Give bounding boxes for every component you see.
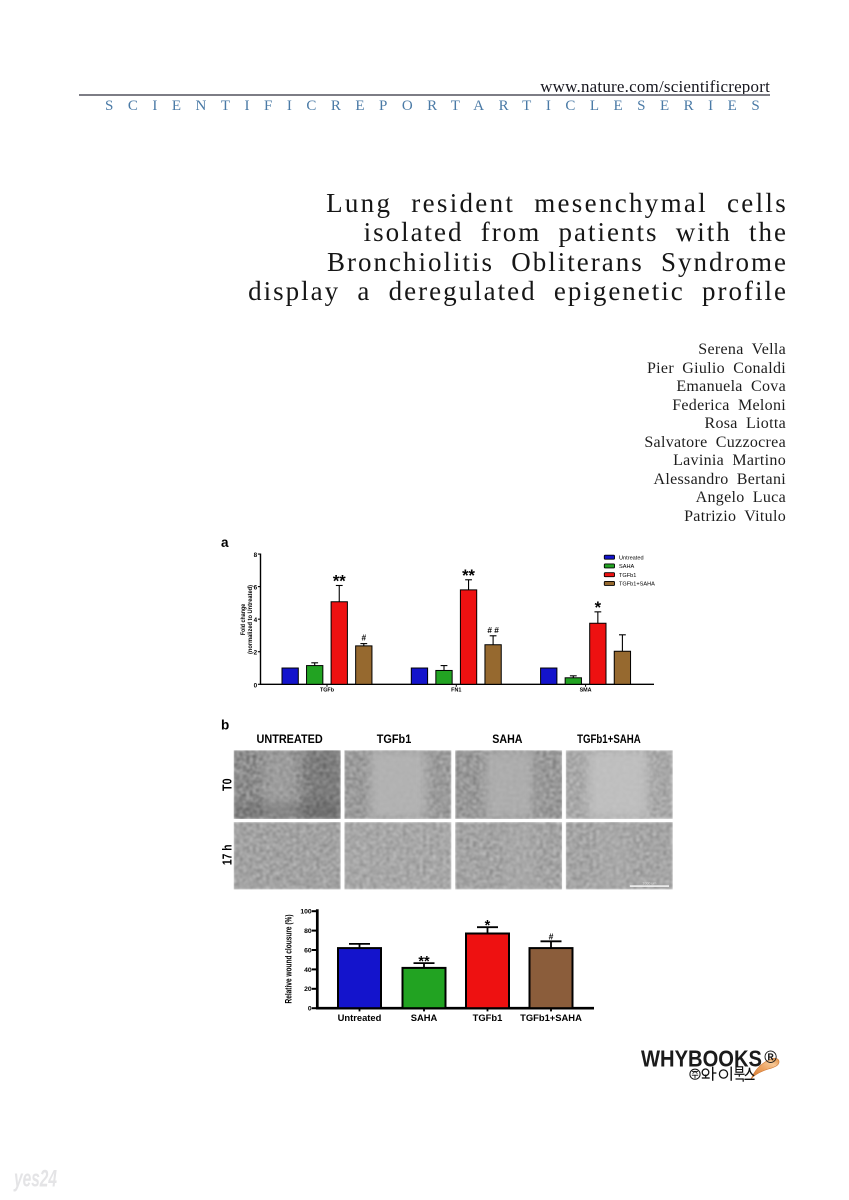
svg-text:Fold change: Fold change — [240, 603, 247, 635]
svg-text:**: ** — [418, 954, 430, 970]
svg-text:1000 um: 1000 um — [642, 882, 656, 886]
svg-text:TGFb1: TGFb1 — [619, 573, 636, 579]
svg-text:Untreated: Untreated — [619, 555, 644, 561]
svg-text:2: 2 — [254, 650, 258, 657]
svg-text:SMA: SMA — [580, 688, 592, 694]
svg-text:®: ® — [764, 1047, 777, 1067]
svg-text:*: * — [485, 918, 491, 934]
svg-text:0: 0 — [254, 682, 258, 689]
svg-text:17 h: 17 h — [220, 844, 235, 865]
svg-text:20: 20 — [304, 986, 312, 993]
svg-text:b: b — [221, 718, 229, 733]
svg-text:40: 40 — [304, 967, 312, 974]
svg-text:a: a — [221, 535, 229, 550]
svg-text:60: 60 — [304, 947, 312, 954]
svg-text:TGFb1+SAHA: TGFb1+SAHA — [577, 732, 641, 746]
svg-text:yes24: yes24 — [13, 1166, 57, 1193]
svg-text:100: 100 — [300, 909, 312, 916]
svg-text:TGFb1: TGFb1 — [473, 1012, 503, 1023]
svg-text:Relative wound clousure (%): Relative wound clousure (%) — [283, 915, 294, 1004]
svg-text:*: * — [595, 599, 602, 617]
svg-text:#: # — [549, 932, 554, 942]
svg-text:SAHA: SAHA — [492, 732, 522, 746]
svg-text:6: 6 — [254, 585, 258, 592]
svg-text:(normalized to Untreated): (normalized to Untreated) — [247, 585, 254, 654]
svg-text:**: ** — [462, 567, 475, 585]
svg-text:WHYBOOKS: WHYBOOKS — [641, 1046, 762, 1072]
svg-text:TGFb: TGFb — [320, 688, 335, 694]
svg-text:Untreated: Untreated — [338, 1012, 382, 1023]
svg-text:# #: # # — [487, 625, 499, 635]
svg-text:SAHA: SAHA — [619, 564, 635, 570]
svg-text:#: # — [361, 633, 366, 643]
svg-text:T0: T0 — [220, 778, 235, 791]
svg-text:TGFb1+SAHA: TGFb1+SAHA — [520, 1012, 582, 1023]
svg-text:FN1: FN1 — [451, 688, 461, 694]
svg-text:UNTREATED: UNTREATED — [257, 732, 324, 746]
svg-text:8: 8 — [254, 552, 258, 559]
svg-text:SAHA: SAHA — [411, 1012, 438, 1023]
svg-text:**: ** — [333, 572, 346, 590]
svg-text:0: 0 — [308, 1006, 312, 1013]
svg-text:TGFb1: TGFb1 — [377, 732, 412, 746]
svg-text:80: 80 — [304, 928, 312, 935]
svg-text:4: 4 — [254, 617, 258, 624]
svg-text:TGFb1+SAHA: TGFb1+SAHA — [619, 582, 655, 588]
